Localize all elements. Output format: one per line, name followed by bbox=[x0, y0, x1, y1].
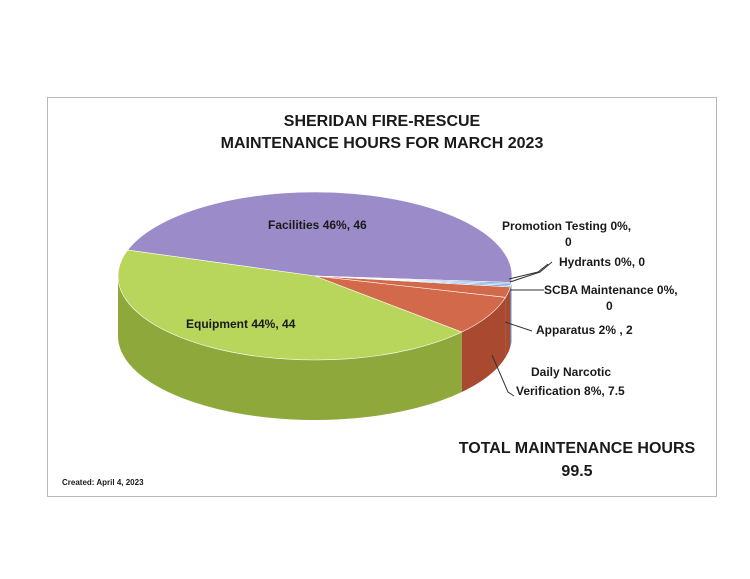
leader-line-apparatus bbox=[504, 321, 533, 332]
label-hydrants: Hydrants 0%, 0 bbox=[559, 255, 645, 269]
label-apparatus: Apparatus 2% , 2 bbox=[536, 323, 633, 337]
label-narcotic-line1: Daily Narcotic bbox=[531, 365, 611, 379]
label-scba-line1: SCBA Maintenance 0%, bbox=[544, 283, 678, 297]
label-scba-line2: 0 bbox=[606, 299, 613, 313]
leader-line-promotion bbox=[508, 263, 549, 280]
label-promotion-testing-line2: 0 bbox=[565, 235, 572, 249]
label-narcotic-line2: Verification 8%, 7.5 bbox=[516, 384, 625, 398]
pie-side-small-slices bbox=[510, 282, 512, 347]
pie-slice-facilities bbox=[127, 191, 513, 283]
pie-side-apparatus bbox=[505, 286, 511, 358]
pie-side-equipment bbox=[117, 276, 462, 420]
total-hours-label: TOTAL MAINTENANCE HOURS bbox=[458, 440, 696, 457]
label-facilities: Facilities 46%, 46 bbox=[268, 218, 367, 232]
leader-line-narcotic bbox=[491, 354, 515, 397]
chart-title: SHERIDAN FIRE-RESCUE bbox=[283, 113, 481, 130]
label-equipment: Equipment 44%, 44 bbox=[186, 317, 296, 331]
label-promotion-testing-line1: Promotion Testing 0%, bbox=[502, 219, 631, 233]
pie-slice-promotion-testing bbox=[314, 275, 512, 285]
created-date: Created: April 4, 2023 bbox=[62, 478, 144, 487]
leader-line-hydrants bbox=[509, 261, 553, 283]
total-hours-value: 99.5 bbox=[561, 463, 593, 480]
pie-slice-equipment bbox=[117, 249, 463, 361]
chart-subtitle: MAINTENANCE HOURS FOR MARCH 2023 bbox=[220, 135, 544, 152]
pie-side-narcotic bbox=[461, 297, 506, 392]
